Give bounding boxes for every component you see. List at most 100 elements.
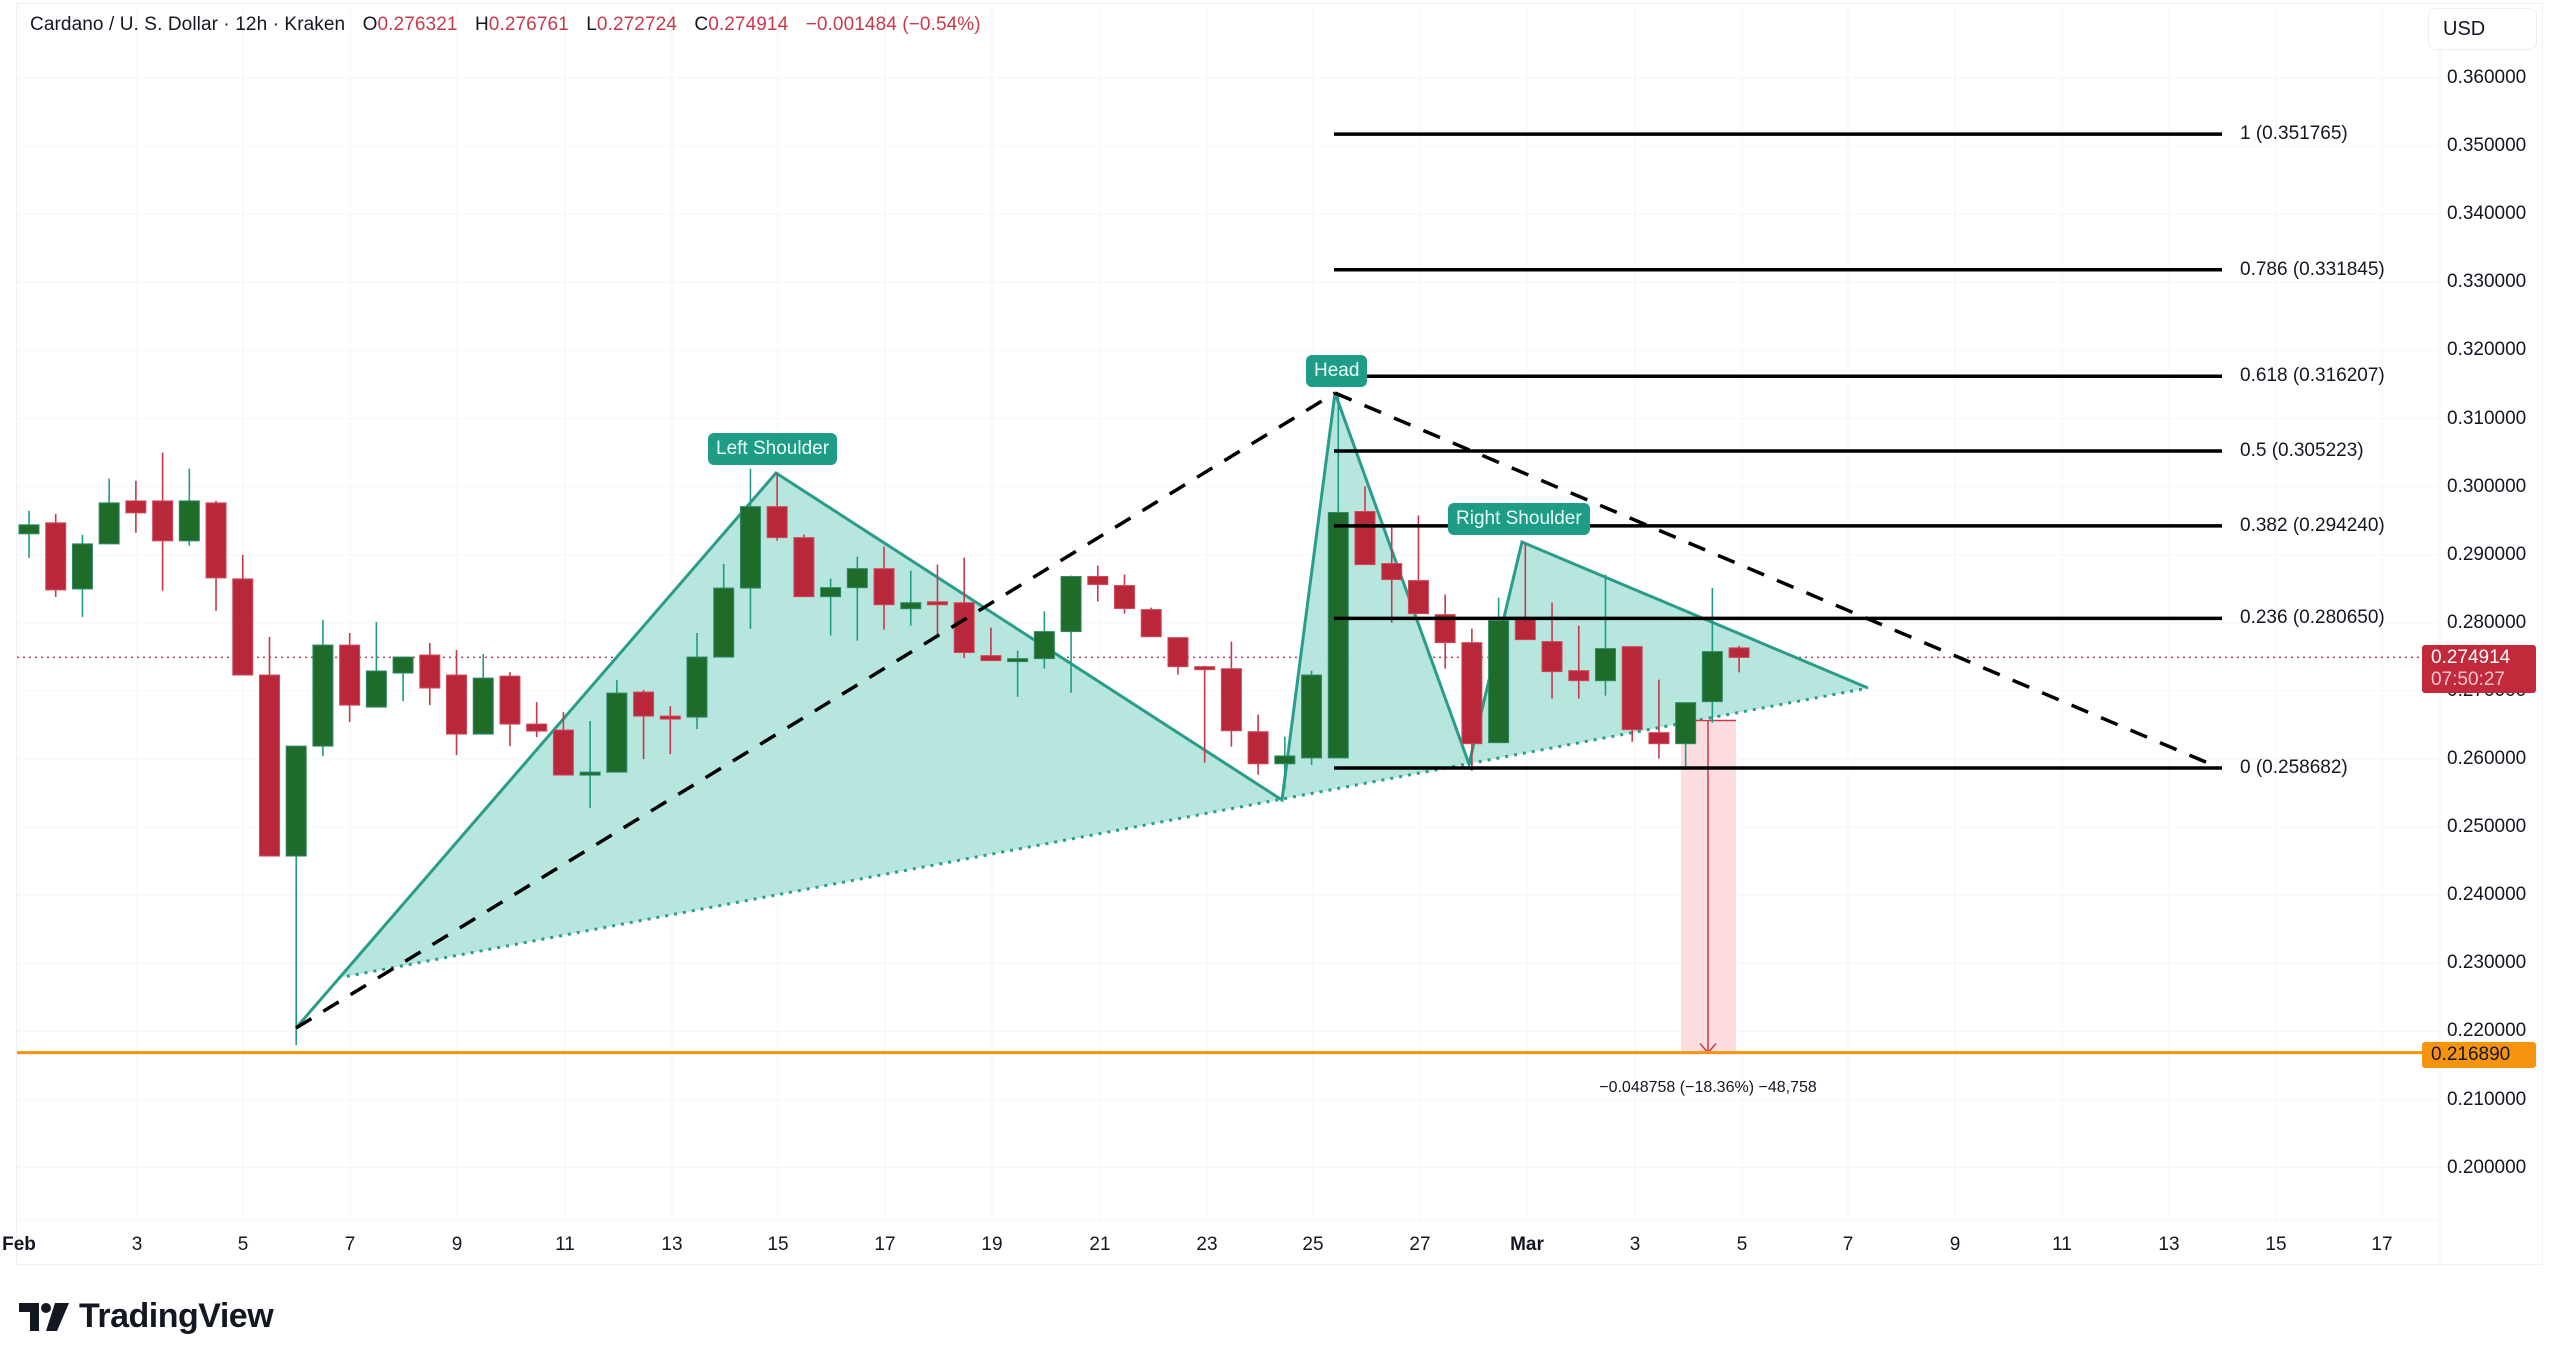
price-tick: 0.200000: [2447, 1156, 2527, 1178]
candle-body-down: [1621, 646, 1643, 731]
candle-body-down: [45, 522, 67, 591]
support-price-badge: 0.216890: [2422, 1042, 2536, 1068]
candle-body-down: [258, 674, 280, 857]
candle-body-up: [579, 771, 601, 776]
change-value: −0.001484 (−0.54%): [805, 14, 981, 35]
candle-body-down: [499, 675, 521, 725]
candle: [1728, 645, 1750, 673]
candle: [1327, 393, 1349, 759]
time-tick: 23: [1196, 1234, 1218, 1255]
open-label: O: [362, 14, 378, 35]
candle: [339, 633, 361, 723]
candle-body-up: [1007, 658, 1029, 663]
time-tick: 5: [237, 1234, 249, 1255]
candle: [45, 513, 67, 597]
price-tick: 0.210000: [2447, 1088, 2527, 1110]
price-tick: 0.290000: [2447, 543, 2527, 565]
candle: [526, 702, 548, 738]
fib-retracement[interactable]: [1334, 132, 2222, 770]
candle: [446, 650, 468, 756]
chart-frame: [16, 3, 2543, 1265]
candle-body-down: [1194, 666, 1216, 671]
candle-body-up: [392, 656, 414, 674]
symbol-legend: Cardano / U. S. Dollar · 12h · Kraken O0…: [30, 14, 981, 36]
candle-body-up: [285, 745, 307, 857]
candle: [953, 557, 975, 658]
candle-body-down: [152, 500, 174, 542]
candle: [1434, 594, 1456, 669]
candle: [926, 564, 948, 634]
close-label: C: [694, 14, 709, 35]
candle: [846, 556, 868, 641]
candle-body-down: [1167, 637, 1189, 668]
candle: [1194, 665, 1216, 763]
candle: [633, 690, 655, 760]
price-tick: 0.350000: [2447, 135, 2527, 157]
candlestick-series: [18, 393, 1750, 1046]
currency-button[interactable]: USD: [2428, 8, 2537, 50]
left-shoulder-label[interactable]: Left Shoulder: [708, 433, 838, 465]
current-price-value: 0.274914: [2431, 647, 2511, 668]
price-tick: 0.300000: [2447, 475, 2527, 497]
bar-countdown: 07:50:27: [2431, 669, 2505, 690]
candle-body-up: [739, 506, 761, 589]
candle-body-up: [98, 502, 120, 545]
candle: [71, 534, 93, 617]
time-tick: 11: [2052, 1234, 2072, 1255]
candle: [686, 633, 708, 730]
candle: [392, 656, 414, 702]
candle: [1648, 679, 1670, 759]
candle-body-down: [1220, 668, 1242, 732]
candle-body-up: [686, 656, 708, 718]
fib-label: 0.382 (0.294240): [2240, 514, 2385, 536]
head-label[interactable]: Head: [1306, 355, 1368, 387]
tradingview-logo[interactable]: TradingView: [19, 1297, 274, 1336]
price-tick: 0.330000: [2447, 271, 2527, 293]
price-tick: 0.340000: [2447, 203, 2527, 225]
candle-body-down: [1247, 731, 1269, 765]
right-shoulder-label[interactable]: Right Shoulder: [1448, 503, 1590, 535]
time-tick: 27: [1409, 1234, 1431, 1255]
candle-body-up: [1033, 631, 1055, 660]
candle: [1594, 574, 1616, 696]
candle: [1621, 646, 1643, 742]
candle-body-up: [1060, 575, 1082, 633]
candle-body-up: [900, 602, 922, 610]
candle-body-down: [633, 691, 655, 717]
candle: [1060, 575, 1082, 693]
candle: [1033, 611, 1055, 669]
open-value: 0.276321: [377, 14, 458, 35]
candle: [1087, 565, 1109, 602]
candle: [285, 745, 307, 1046]
time-tick: 13: [2158, 1234, 2180, 1255]
candle-body-up: [18, 524, 40, 535]
candle-body-up: [1301, 674, 1323, 759]
candle: [1488, 597, 1510, 744]
candle-body-up: [846, 568, 868, 589]
candle: [1274, 736, 1296, 789]
candle: [659, 706, 681, 755]
candle-body-down: [232, 578, 254, 676]
candle: [873, 546, 895, 630]
price-tick: 0.280000: [2447, 611, 2527, 633]
time-tick: Feb: [2, 1234, 36, 1255]
candle: [980, 627, 1002, 662]
price-range-measure[interactable]: [1681, 719, 1736, 1054]
candle: [258, 637, 280, 857]
candle: [1140, 607, 1162, 638]
candle: [1247, 714, 1269, 775]
candle: [499, 672, 521, 747]
symbol-title[interactable]: Cardano / U. S. Dollar · 12h · Kraken: [30, 14, 346, 35]
time-tick: 13: [661, 1234, 683, 1255]
candle: [1701, 588, 1723, 723]
candle: [713, 563, 735, 658]
candle-body-up: [1274, 755, 1296, 765]
candle-body-down: [659, 715, 681, 720]
price-tick: 0.310000: [2447, 407, 2527, 429]
candle-body-down: [1434, 614, 1456, 644]
high-value: 0.276761: [488, 14, 569, 35]
dashed-trendlines[interactable]: [295, 391, 2209, 1030]
candle-body-down: [526, 723, 548, 732]
tradingview-logo-text: TradingView: [79, 1297, 274, 1335]
